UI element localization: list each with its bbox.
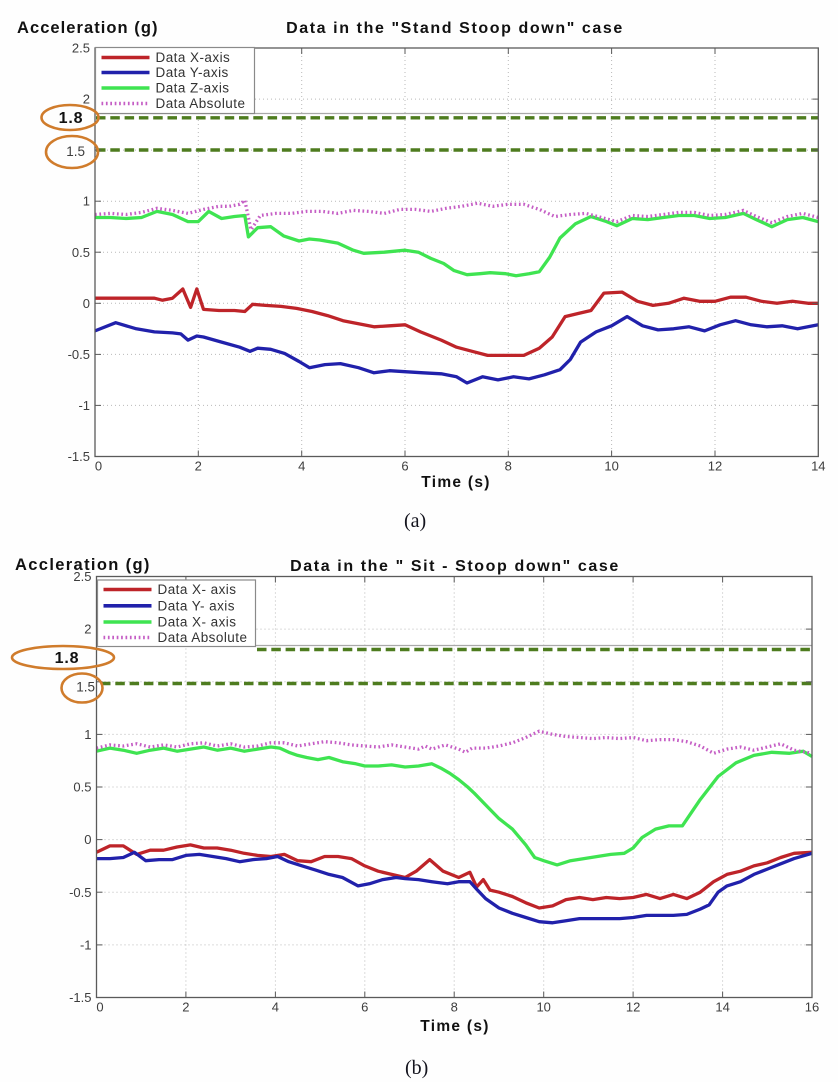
- svg-text:Data in the "Stand Stoop down": Data in the "Stand Stoop down" case: [286, 20, 624, 37]
- svg-text:Accleration (g): Accleration (g): [15, 556, 151, 574]
- svg-text:Data in the " Sit - Stoop down: Data in the " Sit - Stoop down" case: [290, 558, 620, 575]
- svg-text:Data Absolute: Data Absolute: [158, 630, 248, 645]
- svg-text:12: 12: [708, 459, 722, 474]
- svg-text:1.5: 1.5: [76, 680, 95, 695]
- svg-text:6: 6: [361, 1000, 368, 1015]
- svg-text:2: 2: [83, 92, 90, 107]
- svg-text:Data Y- axis: Data Y- axis: [158, 598, 235, 613]
- svg-text:1.5: 1.5: [66, 144, 85, 159]
- svg-text:1.8: 1.8: [55, 650, 80, 667]
- svg-text:2.5: 2.5: [72, 41, 90, 56]
- svg-text:-0.5: -0.5: [69, 885, 91, 900]
- svg-text:-1: -1: [80, 937, 92, 952]
- svg-text:-1.5: -1.5: [69, 990, 91, 1005]
- svg-text:2: 2: [84, 622, 91, 637]
- svg-text:Data Y-axis: Data Y-axis: [156, 65, 229, 80]
- svg-text:1.8: 1.8: [59, 110, 84, 127]
- svg-text:14: 14: [811, 459, 825, 474]
- svg-text:-0.5: -0.5: [68, 347, 90, 362]
- svg-text:Time (s): Time (s): [421, 474, 491, 491]
- svg-text:Data Absolute: Data Absolute: [156, 96, 246, 111]
- svg-text:10: 10: [536, 1000, 550, 1015]
- svg-text:Acceleration (g): Acceleration (g): [17, 19, 159, 37]
- svg-text:Time (s): Time (s): [420, 1018, 490, 1035]
- svg-text:0: 0: [96, 1000, 103, 1015]
- svg-text:1: 1: [83, 194, 90, 209]
- svg-text:14: 14: [715, 1000, 729, 1015]
- svg-text:Data X- axis: Data X- axis: [158, 582, 237, 597]
- svg-text:0.5: 0.5: [73, 780, 91, 795]
- svg-text:10: 10: [604, 459, 618, 474]
- svg-text:2: 2: [195, 459, 202, 474]
- svg-text:1: 1: [84, 727, 91, 742]
- svg-text:12: 12: [626, 1000, 640, 1015]
- svg-text:Data Z-axis: Data Z-axis: [156, 81, 230, 96]
- svg-text:-1.5: -1.5: [68, 449, 90, 464]
- svg-text:8: 8: [505, 459, 512, 474]
- svg-text:-1: -1: [78, 398, 90, 413]
- svg-text:8: 8: [451, 1000, 458, 1015]
- svg-text:Data X-axis: Data X-axis: [156, 50, 231, 65]
- svg-text:0.5: 0.5: [72, 245, 90, 260]
- svg-text:(b): (b): [405, 1057, 428, 1079]
- svg-text:Data X- axis: Data X- axis: [158, 615, 237, 630]
- svg-text:6: 6: [401, 459, 408, 474]
- svg-text:0: 0: [83, 296, 90, 311]
- svg-text:(a): (a): [404, 510, 426, 532]
- svg-text:4: 4: [298, 459, 305, 474]
- svg-text:2: 2: [182, 1000, 189, 1015]
- svg-text:4: 4: [272, 1000, 279, 1015]
- svg-text:16: 16: [805, 1000, 819, 1015]
- svg-text:0: 0: [84, 832, 91, 847]
- svg-text:0: 0: [95, 459, 102, 474]
- svg-text:2.5: 2.5: [73, 569, 91, 584]
